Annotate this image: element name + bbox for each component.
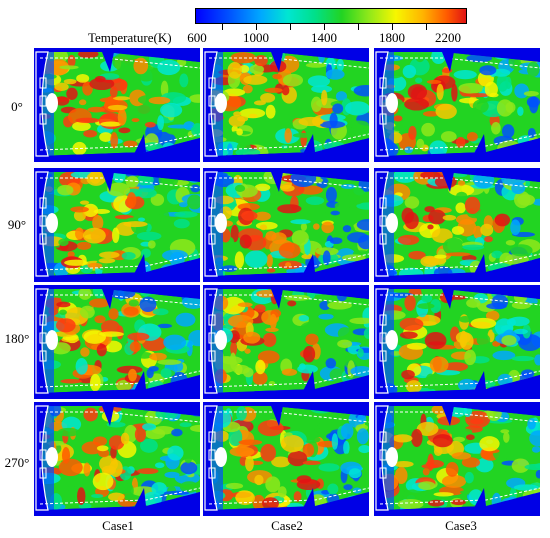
colorbar-label-2200: 2200	[435, 30, 461, 45]
colorbar-tick	[290, 24, 291, 30]
contour-panel	[34, 168, 200, 282]
case-label-2: Case2	[271, 518, 303, 533]
colorbar-label-1000: 1000	[243, 30, 269, 45]
contour-panel	[34, 402, 200, 516]
row-label-90deg: 90°	[7, 217, 27, 232]
colorbar-label-1400: 1400	[311, 30, 337, 45]
colorbar-tick	[426, 24, 427, 30]
contour-panel	[374, 168, 540, 282]
colorbar-tick	[324, 24, 325, 30]
contour-panel	[203, 402, 369, 516]
contour-panel	[203, 48, 369, 162]
contour-panel	[374, 285, 540, 399]
contour-panel	[203, 285, 369, 399]
case-label-3: Case3	[445, 518, 477, 533]
temperature-colorbar	[195, 8, 467, 24]
colorbar-label-600: 600	[187, 30, 207, 45]
colorbar-tick	[222, 24, 223, 30]
contour-panel	[374, 48, 540, 162]
colorbar-tick	[358, 24, 359, 30]
colorbar-tick	[256, 24, 257, 30]
contour-panel	[374, 402, 540, 516]
colorbar-tick	[392, 24, 393, 30]
contour-panel	[203, 168, 369, 282]
colorbar-label-1800: 1800	[379, 30, 405, 45]
row-label-180deg: 180°	[4, 331, 30, 346]
row-label-270deg: 270°	[4, 455, 30, 470]
row-label-0deg: 0°	[11, 99, 23, 114]
contour-panel	[34, 48, 200, 162]
colorbar-title: Temperature(K)	[88, 30, 172, 45]
contour-panel	[34, 285, 200, 399]
case-label-1: Case1	[102, 518, 134, 533]
